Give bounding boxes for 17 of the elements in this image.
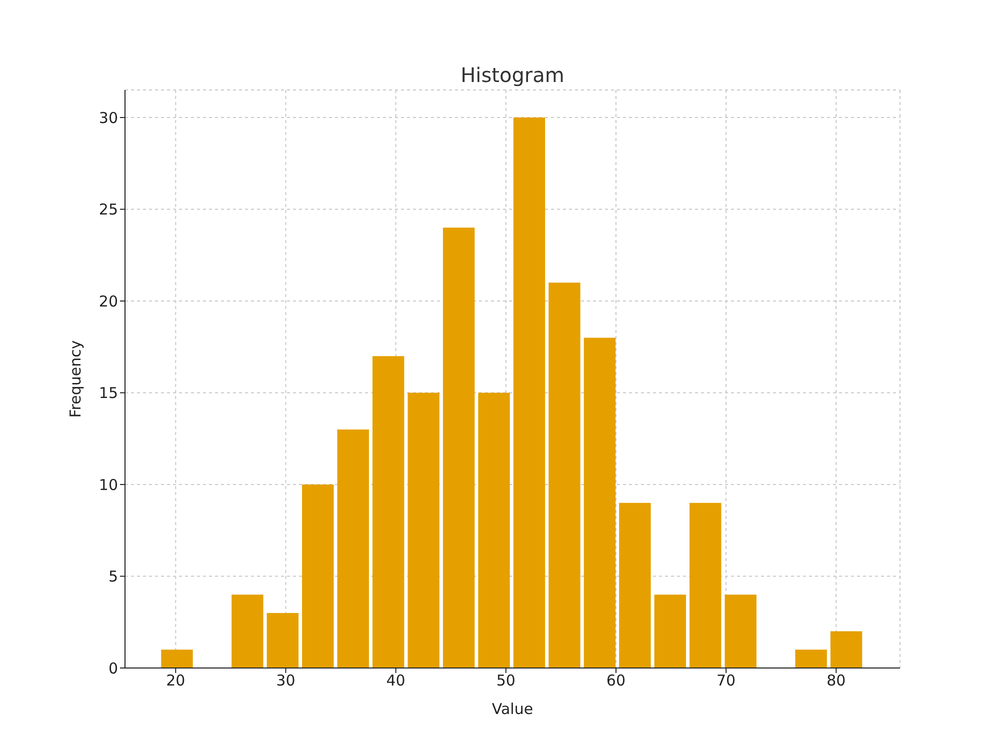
chart-title: Histogram [460, 63, 566, 87]
y-tick-label: 25 [98, 200, 118, 219]
y-tick-label: 20 [98, 292, 118, 310]
x-tick-label: 20 [166, 672, 186, 690]
x-tick-label: 60 [606, 672, 626, 690]
x-tick-label: 30 [276, 672, 296, 690]
y-tick-label: 30 [98, 108, 118, 127]
x-tick-label: 40 [386, 672, 406, 690]
y-tick-label: 10 [98, 476, 118, 494]
x-tick-label: 70 [716, 672, 736, 690]
y-tick-label: 15 [98, 384, 118, 402]
y-axis-title: Frequency [66, 340, 84, 418]
x-axis-title: Value [492, 700, 534, 718]
y-tick-label: 5 [108, 568, 118, 586]
y-tick-label: 0 [108, 659, 118, 678]
x-tick-label: 80 [826, 672, 846, 690]
x-tick-label: 50 [496, 672, 516, 690]
